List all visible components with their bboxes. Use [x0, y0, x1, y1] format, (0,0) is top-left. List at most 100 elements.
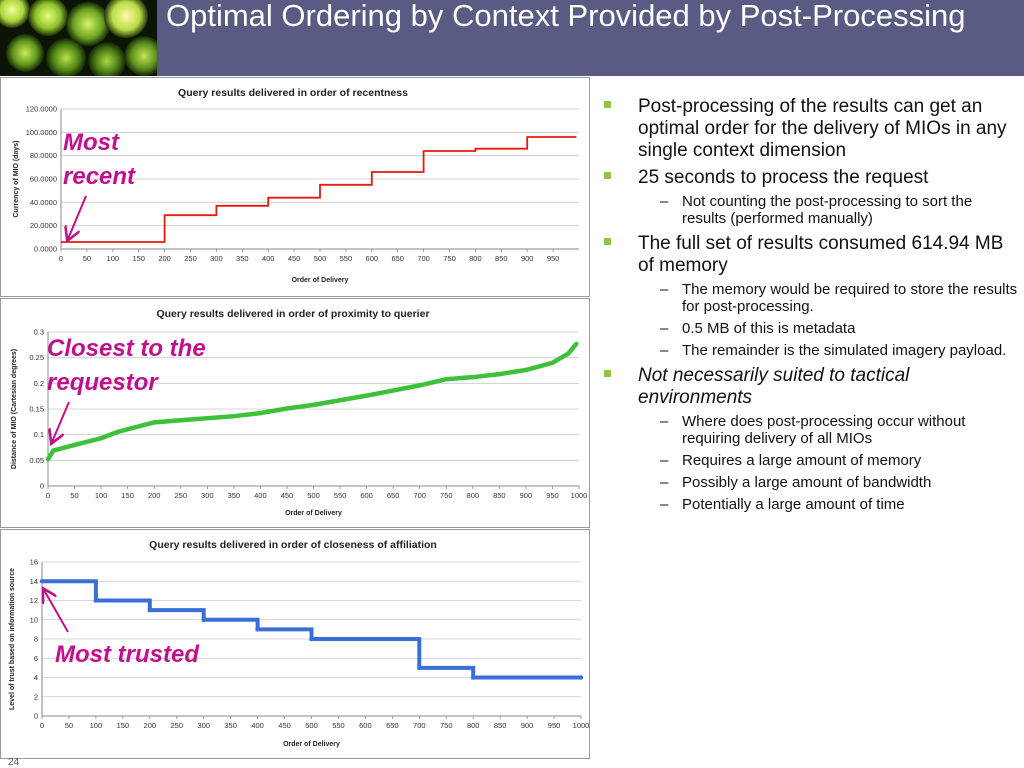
data-point — [147, 607, 152, 613]
x-tick-label: 150 — [117, 721, 130, 730]
data-point — [258, 410, 263, 416]
sub-bullet-text: Where does post-processing occur without… — [682, 413, 966, 447]
data-point — [444, 377, 449, 382]
chart-title: Query results delivered in order of rece… — [178, 87, 408, 99]
y-axis-label: Distance of MIO (Cartesian degrees) — [11, 349, 18, 469]
x-tick-label: 700 — [413, 491, 426, 500]
data-point — [152, 420, 157, 425]
x-tick-label: 700 — [413, 721, 426, 730]
annotation-closest: Closest to the requestor — [47, 332, 206, 400]
data-point — [98, 436, 104, 441]
y-tick-label: 16 — [30, 558, 38, 567]
sub-bullet-item: – Where does post-processing occur withou… — [598, 413, 1018, 447]
x-tick-label: 250 — [170, 721, 183, 730]
x-tick-label: 0 — [46, 491, 50, 500]
sub-bullet-item: – Requires a large amount of memory — [598, 452, 1018, 469]
y-tick-label: 6 — [34, 654, 38, 663]
y-axis-label: Currency of MIO (days) — [13, 140, 20, 217]
x-tick-label: 1000 — [573, 721, 589, 730]
x-tick-label: 800 — [467, 721, 480, 730]
chart-proximity: Query results delivered in order of prox… — [11, 308, 587, 517]
y-tick-label: 0 — [34, 712, 38, 721]
data-point — [566, 351, 571, 356]
y-tick-label: 0.1 — [34, 430, 44, 439]
x-tick-label: 950 — [548, 721, 561, 730]
sub-bullet-item: – The remainder is the simulated imagery … — [598, 342, 1018, 359]
bullet-item: The full set of results consumed 614.94 … — [598, 233, 1018, 359]
sub-bullet-item: – Possibly a large amount of bandwidth — [598, 474, 1018, 491]
y-tick-label: 14 — [30, 577, 38, 586]
x-tick-label: 850 — [494, 721, 507, 730]
y-tick-label: 0.3 — [34, 328, 44, 337]
dash-icon: – — [660, 342, 669, 359]
chart-panel-proximity: Query results delivered in order of prox… — [0, 298, 590, 528]
x-tick-label: 700 — [417, 254, 430, 263]
data-point — [255, 627, 260, 632]
x-tick-label: 400 — [251, 721, 264, 730]
x-axis-label: Order of Delivery — [285, 510, 342, 517]
x-tick-label: 600 — [360, 491, 373, 500]
bullet-square-icon — [604, 172, 611, 179]
chart-affiliation: Query results delivered in order of clos… — [9, 539, 589, 748]
bullet-square-icon — [604, 370, 611, 377]
data-point — [72, 442, 77, 448]
x-tick-label: 150 — [121, 491, 134, 500]
y-tick-label: 100.0000 — [26, 128, 57, 137]
series-line — [61, 136, 577, 243]
x-tick-label: 500 — [314, 254, 327, 263]
annotation-most-trusted: Most trusted — [55, 641, 199, 668]
y-tick-label: 2 — [34, 692, 38, 701]
x-axis-label: Order of Delivery — [283, 741, 340, 748]
x-tick-label: 500 — [305, 721, 318, 730]
sub-bullet-item: – The memory would be required to store t… — [598, 281, 1018, 315]
bullet-text: Not necessarily suited to tactical envir… — [638, 365, 910, 408]
data-point — [497, 371, 502, 377]
chart-panel-recentness: Query results delivered in order of rece… — [0, 77, 590, 297]
x-tick-label: 650 — [391, 254, 404, 263]
data-point — [231, 413, 237, 419]
dash-icon: – — [660, 474, 669, 491]
x-tick-label: 200 — [148, 491, 161, 500]
bullet-item: 25 seconds to process the request – Not co… — [598, 167, 1018, 227]
data-point — [45, 457, 51, 462]
x-tick-label: 300 — [201, 491, 214, 500]
data-point — [470, 374, 475, 380]
x-tick-label: 750 — [443, 254, 456, 263]
x-tick-label: 800 — [469, 254, 482, 263]
sub-bullet-text: Not counting the post-processing to sort… — [682, 193, 973, 227]
x-tick-label: 800 — [467, 491, 480, 500]
annotation-most-recent: Most recent — [63, 126, 135, 194]
sub-bullet-item: –0.5 MB of this is metadata — [598, 320, 1018, 337]
x-tick-label: 600 — [359, 721, 372, 730]
y-tick-label: 40.0000 — [30, 198, 57, 207]
x-tick-label: 550 — [332, 721, 345, 730]
sub-bullet-item: – Not counting the post-processing to sor… — [598, 193, 1018, 227]
x-tick-label: 950 — [547, 254, 560, 263]
sub-bullet-list: – Where does post-processing occur withou… — [638, 413, 1018, 513]
y-tick-label: 80.0000 — [30, 151, 57, 160]
page-number: 24 — [8, 757, 20, 768]
x-tick-label: 350 — [236, 254, 249, 263]
data-point — [178, 418, 183, 423]
dash-icon: – — [660, 452, 669, 469]
series-line — [42, 579, 581, 680]
bullet-item: Post-processing of the results can get a… — [598, 96, 1018, 162]
bullet-text: Post-processing of the results can get a… — [638, 96, 1007, 161]
y-tick-label: 0.25 — [29, 353, 44, 362]
data-point — [201, 617, 206, 622]
x-tick-label: 450 — [278, 721, 291, 730]
x-tick-label: 750 — [440, 491, 453, 500]
data-point — [311, 402, 316, 408]
dash-icon: – — [660, 193, 669, 210]
annotation-most-recent-line2: recent — [63, 163, 136, 190]
sub-bullet-list: – The memory would be required to store t… — [638, 281, 1018, 359]
data-point — [417, 665, 422, 671]
y-axis-label: Level of trust based on information sour… — [9, 568, 16, 710]
sub-bullet-list: – Not counting the post-processing to sor… — [638, 193, 1018, 227]
x-tick-label: 350 — [228, 491, 241, 500]
data-point — [93, 598, 99, 603]
series-line — [46, 342, 579, 461]
chart-recentness: Query results delivered in order of rece… — [13, 87, 579, 284]
x-tick-label: 50 — [83, 254, 91, 263]
x-tick-label: 650 — [387, 491, 400, 500]
